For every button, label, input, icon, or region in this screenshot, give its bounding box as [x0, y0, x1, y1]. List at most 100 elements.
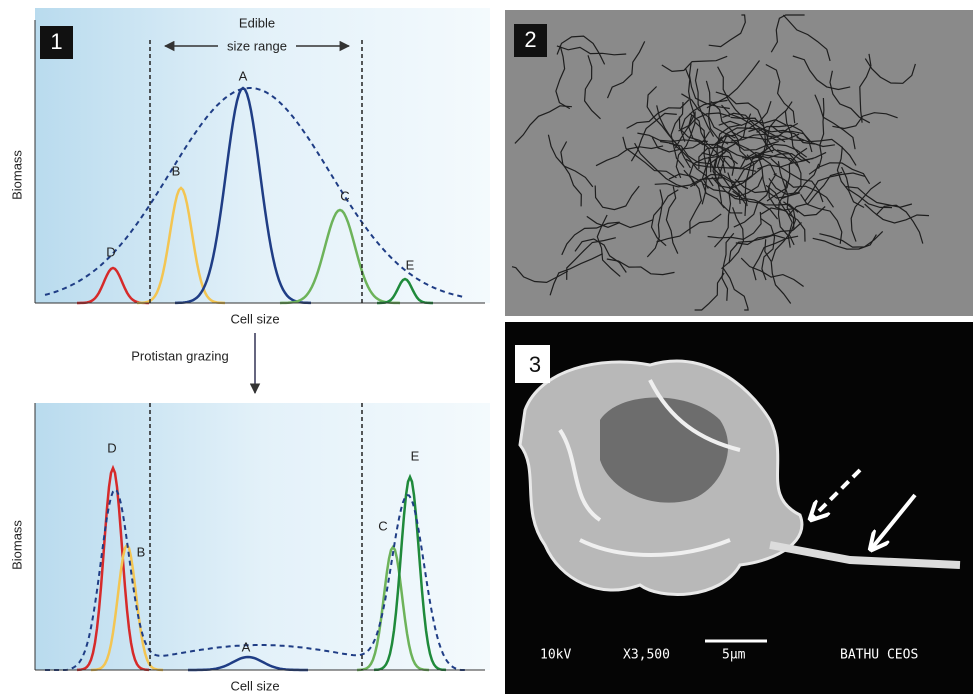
fiber	[850, 181, 882, 242]
peak-label: D	[107, 440, 116, 455]
peak-curve	[279, 208, 401, 305]
fiber	[818, 97, 825, 169]
fiber	[740, 257, 804, 287]
fiber	[764, 239, 792, 304]
fiber	[555, 45, 571, 110]
fiber	[773, 173, 834, 208]
fiber	[782, 14, 831, 62]
fiber	[670, 101, 685, 168]
fiber	[694, 68, 715, 137]
y-label: Biomass	[9, 150, 24, 200]
arrow-label: Protistan grazing	[131, 348, 229, 363]
fiber	[875, 204, 924, 244]
panel-label: 3	[529, 352, 541, 377]
envelope	[45, 488, 465, 671]
plot-bg	[35, 8, 490, 303]
fiber	[721, 104, 774, 154]
fiber	[752, 235, 799, 281]
fiber	[656, 213, 722, 243]
peak-curve	[76, 464, 150, 672]
fiber	[675, 111, 696, 179]
fiber	[703, 175, 764, 198]
label-box	[515, 345, 550, 383]
fiber	[688, 63, 730, 110]
fiber	[717, 66, 757, 119]
fiber	[596, 214, 621, 277]
fiber	[701, 113, 752, 157]
fiber	[694, 272, 725, 311]
arrow-dashed	[812, 468, 862, 518]
fiber	[766, 147, 808, 202]
micrograph	[505, 10, 973, 316]
peak-label: D	[106, 244, 115, 259]
fiber	[689, 112, 726, 174]
fiber	[665, 186, 679, 254]
fiber	[626, 99, 690, 129]
fiber	[678, 116, 712, 173]
fiber	[760, 218, 776, 281]
fiber	[766, 109, 794, 164]
fiber	[776, 149, 802, 200]
fiber	[859, 53, 872, 123]
label-box	[40, 26, 73, 59]
fiber	[864, 203, 930, 224]
peak-label: E	[406, 257, 415, 272]
scale-info: BATHU CEOS	[840, 648, 918, 663]
fiber	[845, 186, 913, 208]
fiber	[606, 41, 646, 99]
fiber	[583, 55, 601, 120]
fiber	[770, 14, 805, 53]
fiber	[721, 232, 735, 301]
fiber	[836, 146, 865, 209]
range-label: size range	[227, 38, 287, 53]
fiber	[560, 141, 582, 207]
plot-bg	[35, 403, 490, 670]
fiber	[730, 116, 769, 159]
fiber	[784, 101, 811, 164]
fiber	[514, 105, 572, 144]
fiber	[646, 189, 664, 258]
fiber	[706, 60, 760, 109]
fiber	[722, 267, 749, 311]
peak-curve	[175, 86, 311, 305]
fibers	[511, 14, 930, 311]
fiber	[654, 177, 725, 188]
fiber	[708, 14, 746, 48]
fiber	[661, 55, 728, 73]
cell-cavity	[600, 397, 729, 503]
fiber	[674, 112, 731, 149]
fiber	[812, 234, 877, 250]
fiber	[765, 63, 796, 124]
fiber	[819, 230, 884, 248]
label-box	[514, 24, 547, 57]
fiber	[710, 100, 750, 160]
y-label: Biomass	[9, 520, 24, 570]
fiber	[739, 151, 800, 170]
fiber	[594, 185, 640, 211]
peak-label: A	[239, 68, 248, 83]
fiber	[701, 136, 723, 205]
fiber	[748, 127, 815, 145]
x-label: Cell size	[230, 678, 279, 693]
x-label: Cell size	[230, 311, 279, 326]
fiber	[768, 163, 820, 195]
range-label: Edible	[239, 15, 275, 30]
peak-label: B	[137, 544, 146, 559]
fiber	[792, 55, 851, 91]
filament	[769, 541, 961, 569]
fiber	[622, 136, 677, 179]
fiber	[734, 178, 801, 199]
fiber	[681, 93, 729, 145]
fiber	[733, 173, 777, 228]
peak-label: C	[340, 188, 349, 203]
fiber	[685, 158, 757, 172]
panel-label: 2	[524, 27, 536, 52]
fiber	[556, 45, 627, 56]
fiber	[814, 94, 856, 150]
fiber	[756, 124, 813, 153]
fiber	[727, 172, 779, 220]
fiber	[694, 121, 709, 189]
fiber	[777, 180, 791, 248]
envelope	[44, 87, 466, 299]
